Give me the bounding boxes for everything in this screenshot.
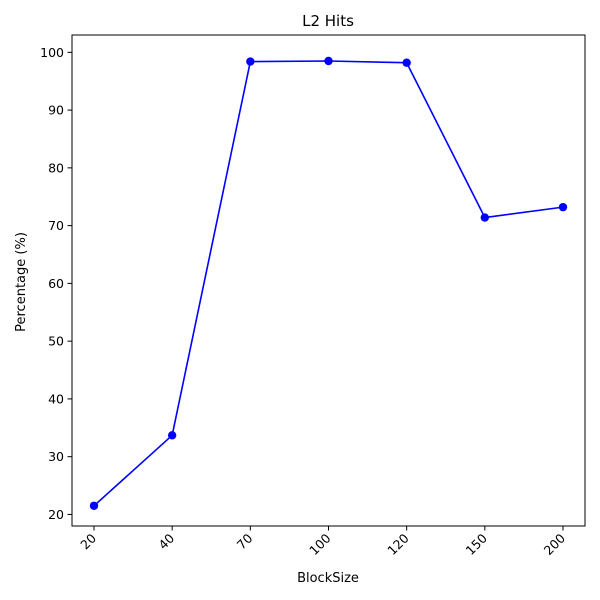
x-tick-label: 120 xyxy=(384,530,412,558)
data-point xyxy=(246,57,255,66)
series-line xyxy=(93,60,564,507)
x-tick-label: 100 xyxy=(306,530,334,558)
data-point xyxy=(402,58,411,67)
x-tick-label: 70 xyxy=(234,530,256,552)
y-tick-label: 60 xyxy=(48,276,64,291)
data-point xyxy=(167,431,177,440)
y-tick-label: 70 xyxy=(48,218,64,233)
y-tick-label: 100 xyxy=(40,45,64,60)
y-tick-label: 20 xyxy=(48,507,64,522)
x-tick-label: 200 xyxy=(541,530,569,558)
y-tick-label: 40 xyxy=(48,391,64,406)
y-axis-label: Percentage (%) xyxy=(14,232,29,332)
data-point xyxy=(324,56,333,66)
y-tick-label: 30 xyxy=(48,449,64,464)
x-tick-label: 150 xyxy=(462,530,490,558)
data-point xyxy=(89,501,99,510)
data-point xyxy=(480,213,490,222)
plot-frame xyxy=(71,34,586,527)
data-point xyxy=(558,202,568,212)
chart-title: L2 Hits xyxy=(302,12,354,30)
x-axis-label: BlockSize xyxy=(297,571,359,586)
y-tick-label: 50 xyxy=(48,334,64,349)
plot-area: 20 30 40 50 60 70 80 90 100 20 40 70 100 120 150 200 xyxy=(40,34,586,558)
y-tick-label: 80 xyxy=(48,160,64,175)
x-tick-label: 20 xyxy=(77,530,99,552)
x-tick-label: 40 xyxy=(155,530,177,552)
y-tick-label: 90 xyxy=(48,103,64,118)
